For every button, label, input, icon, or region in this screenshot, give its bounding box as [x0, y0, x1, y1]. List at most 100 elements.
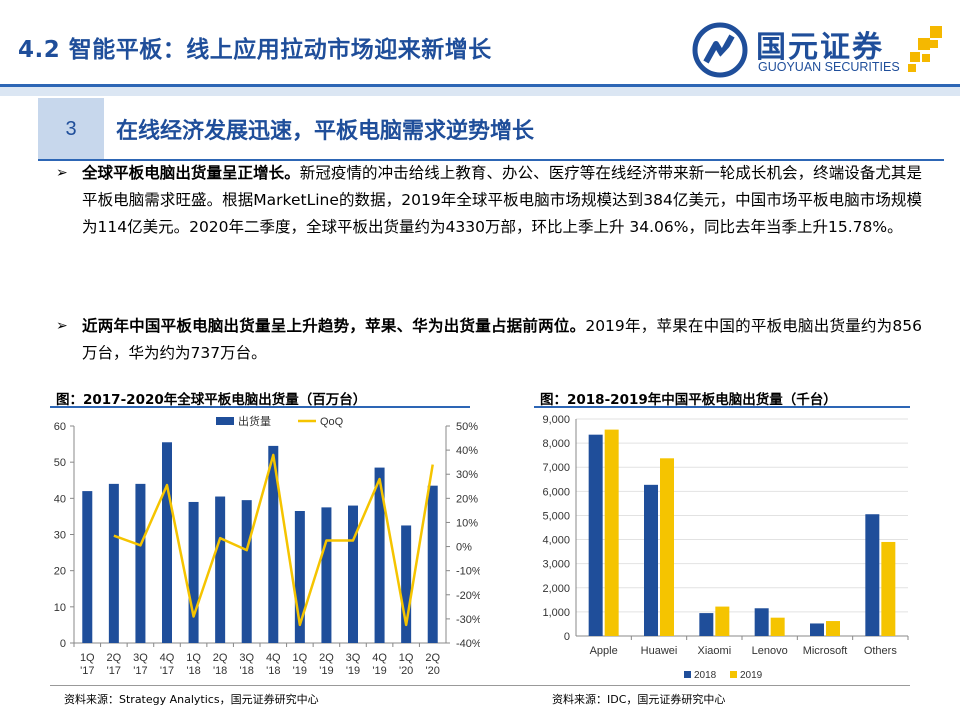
bar-shipments	[108, 483, 119, 643]
x-tick-label: 3Q	[133, 652, 148, 664]
logo-text-en: GUOYUAN SECURITIES	[758, 60, 900, 74]
footer-divider	[50, 685, 910, 686]
bar-2019	[660, 458, 674, 636]
bullet-body: 新冠疫情的冲击给线上教育、办公、医疗等在线经济带来新一轮成长机会，终端设备尤其是…	[82, 164, 922, 236]
legend-swatch-2018	[684, 671, 691, 678]
x-tick-label: 4Q	[266, 652, 281, 664]
x-tick-label: Xiaomi	[698, 645, 732, 657]
y-tick-label: 7,000	[542, 462, 570, 474]
y-tick-label-right: -40%	[456, 638, 480, 650]
y-tick-label: 2,000	[542, 583, 570, 595]
y-tick-label: 5,000	[542, 510, 570, 522]
bar-shipments	[215, 496, 226, 643]
legend-label-2018: 2018	[694, 670, 717, 681]
x-tick-label: 4Q	[372, 652, 387, 664]
y-tick-label-left: 60	[54, 421, 66, 433]
x-tick-label: 2Q	[107, 652, 122, 664]
section-title: 在线经济发展迅速，平板电脑需求逆势增长	[116, 119, 535, 144]
x-tick-label: '19	[372, 665, 386, 677]
bullet-global-shipments: ➢ 全球平板电脑出货量呈正增长。新冠疫情的冲击给线上教育、办公、医疗等在线经济带…	[56, 160, 922, 241]
x-tick-label: '19	[346, 665, 360, 677]
bar-2018	[810, 623, 824, 636]
global-shipments-chart: 0 10 20 30 40 50 60 -40% -30% -20% -10% 0% 10% 20% 30%…	[54, 414, 480, 677]
company-logo: 国元证券 GUOYUAN SECURITIES	[690, 20, 950, 80]
x-tick-label: '18	[213, 665, 227, 677]
x-tick-label: 3Q	[346, 652, 361, 664]
bar-2018	[865, 514, 880, 636]
y-tick-label-left: 10	[54, 602, 66, 614]
x-tick-label: 4Q	[160, 652, 175, 664]
page-title: 4.2 智能平板：线上应用拉动市场迎来新增长	[18, 37, 492, 63]
x-tick-label: Microsoft	[803, 645, 848, 657]
logo-squares-icon	[908, 26, 942, 72]
legend-label-qoq: QoQ	[320, 416, 344, 428]
x-tick-label: 2Q	[213, 652, 228, 664]
y-tick-label-right: 0%	[456, 542, 472, 554]
x-tick-label: Apple	[590, 645, 618, 657]
y-tick-label: 6,000	[542, 486, 570, 498]
x-tick-label: '17	[133, 665, 147, 677]
y-tick-label-right: -30%	[456, 614, 480, 626]
section-number: 3	[38, 98, 104, 160]
x-tick-label: 1Q	[80, 652, 95, 664]
left-figure-divider	[50, 406, 470, 408]
x-tick-label: Others	[864, 645, 898, 657]
bar-2019	[604, 429, 619, 636]
right-figure-divider	[534, 406, 910, 408]
x-tick-label: '17	[107, 665, 121, 677]
bar-2019	[770, 617, 785, 636]
bar-shipments	[188, 501, 199, 643]
y-tick-label-left: 40	[54, 493, 66, 505]
bullet-arrow-icon: ➢	[56, 318, 68, 334]
x-tick-label: '17	[160, 665, 174, 677]
x-tick-label: '18	[186, 665, 200, 677]
bar-shipments	[427, 485, 438, 643]
bar-shipments	[294, 510, 305, 643]
x-tick-label: 3Q	[239, 652, 254, 664]
bar-2019	[881, 541, 896, 636]
y-tick-label-right: -20%	[456, 590, 480, 602]
x-tick-label: 2Q	[425, 652, 440, 664]
y-tick-label-left: 50	[54, 457, 66, 469]
x-tick-label: 2Q	[319, 652, 334, 664]
y-tick-label-right: 40%	[456, 445, 478, 457]
bar-shipments	[241, 500, 252, 643]
x-tick-label: Huawei	[641, 645, 678, 657]
bullet-body: 2019年，苹果在中国的平板电脑出货量约为856万台，华为约为737万台。	[82, 317, 922, 362]
x-tick-label: '19	[319, 665, 333, 677]
y-tick-label: 3,000	[542, 559, 570, 571]
y-tick-label: 0	[564, 631, 570, 643]
bullet-lead: 近两年中国平板电脑出货量呈上升趋势，苹果、华为出货量占据前两位。	[82, 317, 586, 335]
x-tick-label: 1Q	[293, 652, 308, 664]
y-tick-label-right: 20%	[456, 493, 478, 505]
right-source-note: 资料来源：IDC，国元证券研究中心	[552, 693, 726, 706]
bar-shipments	[268, 445, 279, 643]
left-figure-title: 图：2017-2020年全球平板电脑出货量（百万台）	[56, 392, 367, 408]
bar-shipments	[321, 507, 332, 643]
bar-shipments	[348, 505, 358, 643]
y-tick-label: 9,000	[542, 414, 570, 426]
y-tick-label: 1,000	[542, 607, 570, 619]
bar-shipments	[401, 525, 412, 643]
bullet-arrow-icon: ➢	[56, 165, 68, 181]
legend-label-shipments: 出货量	[238, 414, 271, 428]
y-tick-label-right: -10%	[456, 566, 480, 578]
bullet-china-shipments: ➢ 近两年中国平板电脑出货量呈上升趋势，苹果、华为出货量占据前两位。2019年，…	[56, 313, 922, 367]
header-band	[0, 84, 960, 96]
x-tick-label: '18	[240, 665, 254, 677]
x-tick-label: '17	[80, 665, 94, 677]
bar-2018	[588, 434, 603, 636]
y-tick-label: 8,000	[542, 438, 570, 450]
qoq-line	[113, 453, 434, 627]
y-tick-label: 4,000	[542, 535, 570, 547]
bar-2018	[644, 484, 658, 636]
legend-swatch-2019	[730, 671, 737, 678]
x-tick-label: Lenovo	[752, 645, 788, 657]
x-tick-label: '20	[399, 665, 413, 677]
x-tick-label: '19	[293, 665, 307, 677]
legend-swatch-shipments	[216, 417, 234, 425]
bar-2019	[715, 606, 730, 636]
logo-mark-icon	[692, 22, 748, 78]
y-tick-label-left: 30	[54, 530, 66, 542]
y-tick-label-right: 10%	[456, 517, 478, 529]
